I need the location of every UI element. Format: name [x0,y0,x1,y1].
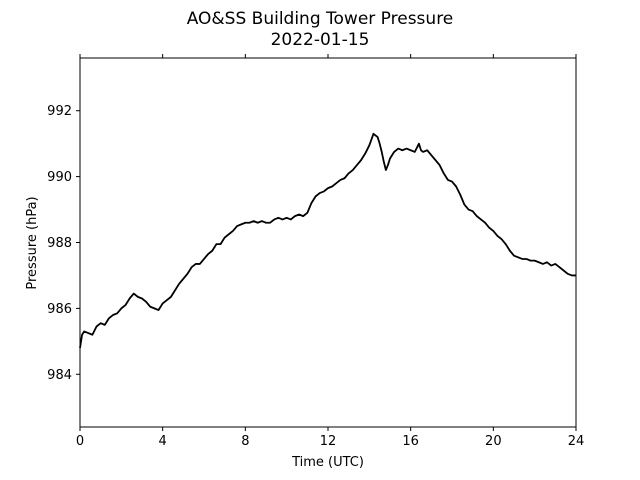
y-axis-label: Pressure (hPa) [25,196,40,289]
x-tick-label: 12 [320,434,337,449]
x-tick-label: 24 [568,434,585,449]
series-line-0 [79,132,576,349]
y-tick-label: 990 [47,170,72,185]
x-tick-label: 4 [159,434,167,449]
x-tick-label: 8 [241,434,249,449]
chart-subtitle: 2022-01-15 [271,30,370,50]
x-axis-label: Time (UTC) [291,455,364,470]
y-tick-label: 988 [47,236,72,251]
chart-title: AO&SS Building Tower Pressure [187,9,454,29]
x-tick-label: 20 [485,434,502,449]
y-tick-label: 984 [47,368,72,383]
y-tick-label: 992 [47,104,72,119]
plot-frame [79,57,577,428]
x-tick-label: 16 [402,434,419,449]
y-tick-label: 986 [47,302,72,317]
x-tick-label: 0 [76,434,84,449]
plot-area: 0 4 8 12 16 20 24 984 986 988 990 992 [47,54,584,449]
